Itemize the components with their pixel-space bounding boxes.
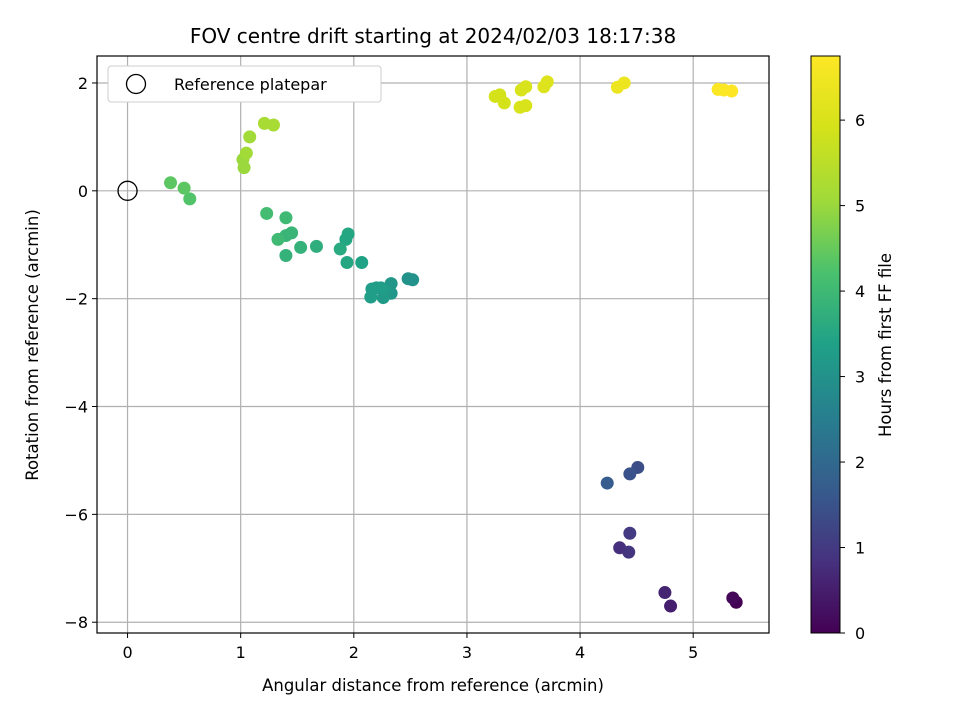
reference-marker-group <box>117 180 138 201</box>
scatter-point <box>519 99 533 113</box>
scatter-point <box>376 291 390 305</box>
x-tick-label: 0 <box>122 643 132 662</box>
plot-frame <box>96 55 770 634</box>
scatter-point <box>622 545 636 559</box>
colorbar-ticks: 0 1 2 3 4 5 6 <box>840 111 865 643</box>
legend: Reference platepar <box>107 65 382 103</box>
scatter-point <box>623 467 637 481</box>
scatter-point <box>294 240 308 254</box>
scatter-point <box>309 239 323 253</box>
scatter-point <box>401 272 415 286</box>
y-tick-label: −8 <box>64 613 88 632</box>
chart-title: FOV centre drift starting at 2024/02/03 … <box>190 24 676 48</box>
legend-box <box>107 65 382 103</box>
scatter-point <box>374 281 388 295</box>
scatter-point <box>617 76 631 90</box>
scatter-point <box>726 591 740 605</box>
scatter-point <box>658 586 672 600</box>
data-points <box>164 75 743 613</box>
y-axis-label: Rotation from reference (arcmin) <box>23 209 42 481</box>
colorbar-tick-label: 3 <box>855 368 865 387</box>
colorbar-tick-label: 0 <box>855 624 865 643</box>
x-tick-label: 5 <box>688 643 698 662</box>
scatter-point <box>519 80 533 94</box>
y-tick-label: −6 <box>64 505 88 524</box>
x-axis-ticks: 0 1 2 3 4 5 <box>122 633 698 662</box>
scatter-point <box>260 206 274 220</box>
x-tick-label: 3 <box>462 643 472 662</box>
x-tick-label: 2 <box>349 643 359 662</box>
colorbar-label: Hours from first FF file <box>876 253 895 437</box>
scatter-point <box>177 181 191 195</box>
scatter-point <box>355 256 369 270</box>
colorbar-tick-label: 2 <box>855 453 865 472</box>
scatter-point <box>271 232 285 246</box>
scatter-point <box>497 96 511 110</box>
y-tick-label: 0 <box>78 182 88 201</box>
scatter-point <box>340 256 354 270</box>
y-axis-ticks: 2 0 −2 −4 −6 −8 <box>64 74 97 632</box>
legend-marker-reference <box>125 73 147 95</box>
y-tick-label: 2 <box>78 74 88 93</box>
scatter-point <box>725 84 739 98</box>
scatter-point <box>243 130 257 144</box>
y-tick-label: −4 <box>64 398 88 417</box>
colorbar-tick-label: 5 <box>855 197 865 216</box>
scatter-point <box>164 176 178 190</box>
x-tick-label: 1 <box>236 643 246 662</box>
scatter-point <box>279 211 293 225</box>
x-axis-label: Angular distance from reference (arcmin) <box>262 676 604 695</box>
colorbar-tick-label: 1 <box>855 539 865 558</box>
scatter-point <box>279 249 293 263</box>
scatter-point <box>239 146 253 160</box>
colorbar-tick-label: 4 <box>855 282 865 301</box>
scatter-point <box>623 526 637 540</box>
scatter-point <box>266 118 280 132</box>
scatter-point <box>333 242 347 256</box>
legend-label-reference: Reference platepar <box>174 75 327 94</box>
scatter-point <box>664 599 678 613</box>
colorbar <box>810 55 841 634</box>
scatter-point <box>339 232 353 246</box>
colorbar-tick-label: 6 <box>855 111 865 130</box>
scatter-point <box>540 75 554 89</box>
reference-platepar-marker <box>117 180 138 201</box>
plot-area-background <box>97 56 769 633</box>
y-tick-label: −2 <box>64 290 88 309</box>
scatter-point <box>600 476 614 490</box>
scatter-point <box>183 192 197 206</box>
x-tick-label: 4 <box>575 643 585 662</box>
